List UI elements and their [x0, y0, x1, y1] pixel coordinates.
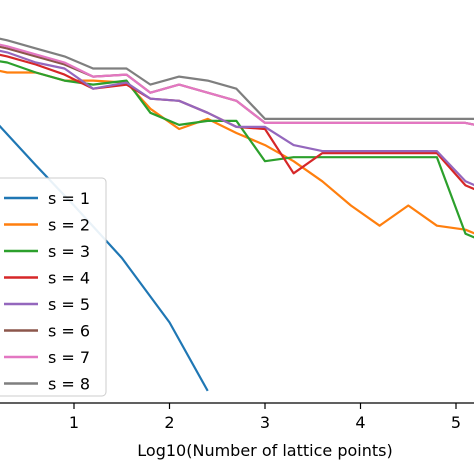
legend-label-s5: s = 5	[48, 295, 90, 314]
legend-label-s8: s = 8	[48, 375, 90, 394]
series-line-s5	[0, 49, 474, 187]
legend-label-s1: s = 1	[48, 189, 90, 208]
legend-label-s2: s = 2	[48, 216, 90, 235]
series-lines	[0, 37, 474, 392]
legend-label-s6: s = 6	[48, 322, 90, 341]
legend-label-s7: s = 7	[48, 348, 90, 367]
x-tick-label: 3	[260, 413, 270, 432]
x-tick-label: 5	[451, 413, 461, 432]
legend-label-s3: s = 3	[48, 242, 90, 261]
x-axis-ticks: 1 2 3 4 5	[69, 403, 461, 432]
legend-box	[0, 177, 107, 397]
legend: s = 1 s = 2 s = 3 s = 4 s = 5 s = 6 s = 7 s = 8	[0, 177, 107, 397]
series-line-s8	[0, 37, 474, 121]
x-axis-label: Log10(Number of lattice points)	[137, 441, 392, 460]
x-tick-label: 4	[355, 413, 365, 432]
series-line-s3	[0, 60, 474, 239]
x-tick-label: 2	[164, 413, 174, 432]
series-line-s7	[0, 43, 474, 126]
legend-label-s4: s = 4	[48, 269, 90, 288]
x-tick-label: 1	[69, 413, 79, 432]
